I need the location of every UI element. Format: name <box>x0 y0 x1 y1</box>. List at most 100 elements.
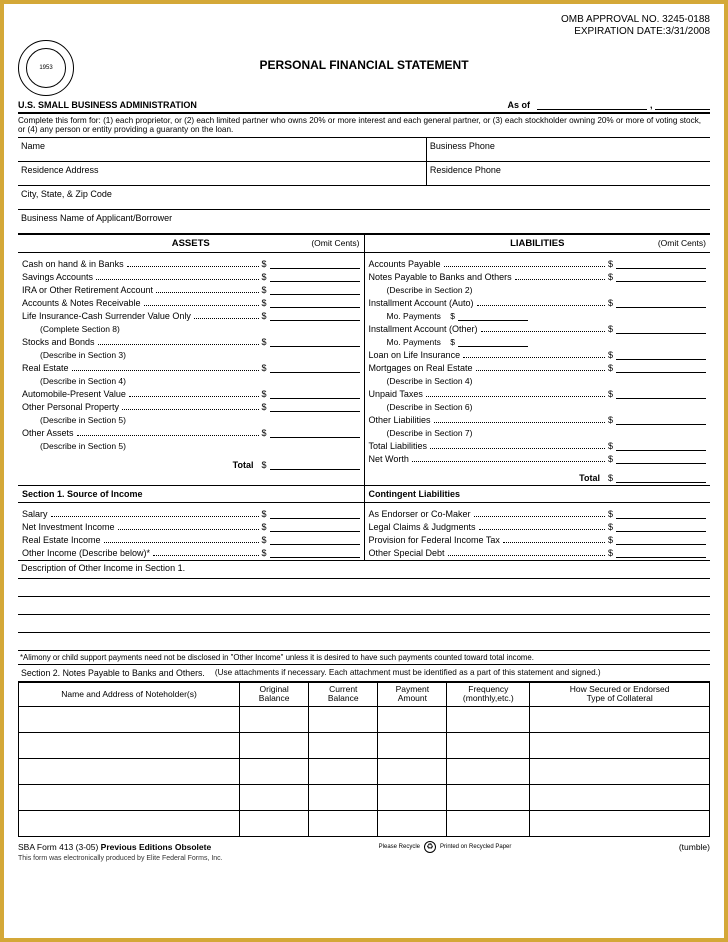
amount-input[interactable] <box>270 285 360 295</box>
notes-cell[interactable] <box>530 706 710 732</box>
section-1-left: Section 1. Source of Income <box>18 486 365 502</box>
desc-blank-row[interactable] <box>18 597 710 615</box>
amount-input[interactable] <box>616 389 706 399</box>
amount-input[interactable] <box>270 389 360 399</box>
notes-cell[interactable] <box>378 784 447 810</box>
recycle-right: Printed on Recycled Paper <box>440 844 511 850</box>
amount-input[interactable] <box>616 272 706 282</box>
tumble: (tumble) <box>679 842 710 852</box>
notes-col-header: PaymentAmount <box>378 682 447 706</box>
notes-cell[interactable] <box>19 732 240 758</box>
notes-row[interactable] <box>19 706 710 732</box>
dollar-sign: $ <box>262 389 270 399</box>
notes-col-header: Name and Address of Noteholder(s) <box>19 682 240 706</box>
amount-input[interactable] <box>616 454 706 464</box>
notes-cell[interactable] <box>309 732 378 758</box>
business-phone-field[interactable]: Business Phone <box>427 138 710 161</box>
dollar-sign: $ <box>262 548 270 558</box>
amount-input[interactable] <box>616 415 706 425</box>
notes-cell[interactable] <box>240 732 309 758</box>
amount-input[interactable] <box>270 535 360 545</box>
line-sub: (Describe in Section 4) <box>369 373 707 386</box>
notes-row[interactable] <box>19 784 710 810</box>
amount-input[interactable] <box>270 522 360 532</box>
line-label: Automobile-Present Value <box>22 389 126 399</box>
amount-input[interactable] <box>270 509 360 519</box>
desc-blank-row[interactable] <box>18 633 710 651</box>
business-name-field[interactable]: Business Name of Applicant/Borrower <box>18 210 710 233</box>
residence-phone-field[interactable]: Residence Phone <box>427 162 710 185</box>
notes-cell[interactable] <box>309 758 378 784</box>
notes-table: Name and Address of Noteholder(s)Origina… <box>18 682 710 837</box>
notes-cell[interactable] <box>19 784 240 810</box>
amount-input[interactable] <box>458 337 528 347</box>
notes-cell[interactable] <box>19 810 240 836</box>
amount-input[interactable] <box>458 311 528 321</box>
amount-input[interactable] <box>270 311 360 321</box>
mo-payments: Mo. Payments $ <box>369 308 707 321</box>
line-label: Life Insurance-Cash Surrender Value Only <box>22 311 191 321</box>
footer-left: SBA Form 413 (3-05) Previous Editions Ob… <box>18 842 211 852</box>
amount-input[interactable] <box>616 473 706 483</box>
notes-cell[interactable] <box>378 810 447 836</box>
as-of-label: As of <box>507 100 530 110</box>
residence-address-field[interactable]: Residence Address <box>18 162 427 185</box>
notes-cell[interactable] <box>447 784 530 810</box>
notes-cell[interactable] <box>240 810 309 836</box>
line-item: Provision for Federal Income Tax$ <box>369 532 707 545</box>
as-of-year-input[interactable] <box>655 100 710 110</box>
amount-input[interactable] <box>616 298 706 308</box>
notes-cell[interactable] <box>378 706 447 732</box>
notes-row[interactable] <box>19 810 710 836</box>
amount-input[interactable] <box>616 259 706 269</box>
notes-cell[interactable] <box>240 706 309 732</box>
amount-input[interactable] <box>270 298 360 308</box>
notes-cell[interactable] <box>447 758 530 784</box>
amount-input[interactable] <box>616 441 706 451</box>
amount-input[interactable] <box>270 259 360 269</box>
dollar-sign: $ <box>262 402 270 412</box>
as-of-date-input[interactable] <box>537 100 647 110</box>
amount-input[interactable] <box>270 363 360 373</box>
notes-cell[interactable] <box>240 758 309 784</box>
notes-cell[interactable] <box>530 810 710 836</box>
amount-input[interactable] <box>270 402 360 412</box>
desc-blank-row[interactable] <box>18 615 710 633</box>
amount-input[interactable] <box>616 548 706 558</box>
notes-cell[interactable] <box>447 706 530 732</box>
name-field[interactable]: Name <box>18 138 427 161</box>
line-label: Notes Payable to Banks and Others <box>369 272 512 282</box>
notes-cell[interactable] <box>378 732 447 758</box>
amount-input[interactable] <box>270 548 360 558</box>
notes-cell[interactable] <box>530 758 710 784</box>
dollar-sign: $ <box>262 428 270 438</box>
notes-cell[interactable] <box>378 758 447 784</box>
amount-input[interactable] <box>616 522 706 532</box>
notes-cell[interactable] <box>530 732 710 758</box>
amount-input[interactable] <box>616 350 706 360</box>
amount-input[interactable] <box>616 363 706 373</box>
city-state-zip-field[interactable]: City, State, & Zip Code <box>18 186 710 209</box>
notes-cell[interactable] <box>19 758 240 784</box>
notes-cell[interactable] <box>240 784 309 810</box>
notes-cell[interactable] <box>447 732 530 758</box>
mo-label: Mo. Payments <box>387 337 441 347</box>
amount-input[interactable] <box>270 460 360 470</box>
amount-input[interactable] <box>616 535 706 545</box>
amount-input[interactable] <box>270 428 360 438</box>
notes-cell[interactable] <box>309 784 378 810</box>
desc-blank-row[interactable] <box>18 579 710 597</box>
amount-input[interactable] <box>616 509 706 519</box>
amount-input[interactable] <box>270 272 360 282</box>
amount-input[interactable] <box>616 324 706 334</box>
notes-cell[interactable] <box>530 784 710 810</box>
notes-cell[interactable] <box>309 706 378 732</box>
notes-cell[interactable] <box>447 810 530 836</box>
row-name: Name Business Phone <box>18 138 710 162</box>
notes-row[interactable] <box>19 732 710 758</box>
notes-cell[interactable] <box>309 810 378 836</box>
notes-cell[interactable] <box>19 706 240 732</box>
sub-label: (Describe in Section 5) <box>40 415 126 425</box>
notes-row[interactable] <box>19 758 710 784</box>
amount-input[interactable] <box>270 337 360 347</box>
